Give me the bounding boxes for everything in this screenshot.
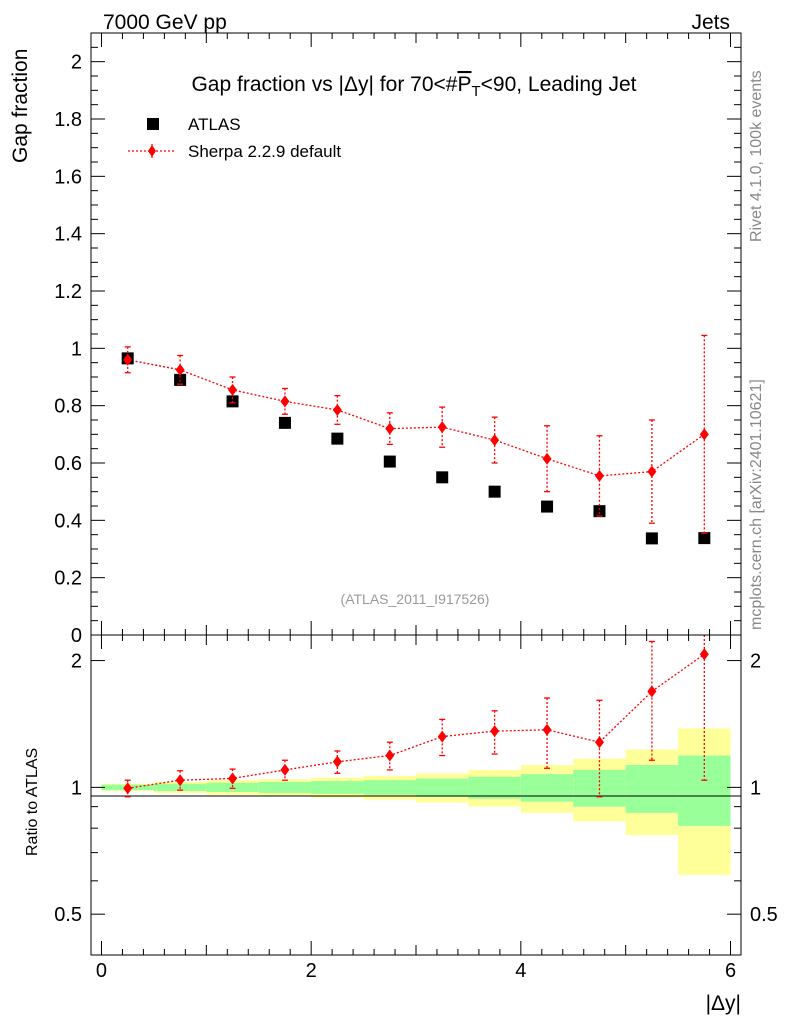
atlas-point xyxy=(593,505,606,518)
ratio-band-inner xyxy=(625,765,679,813)
ratio-point xyxy=(332,755,342,768)
ratio-point xyxy=(123,782,133,795)
legend-sherpa-label: Sherpa 2.2.9 default xyxy=(188,142,341,161)
x-tick-label: 2 xyxy=(306,960,317,982)
ratio-band-inner xyxy=(311,781,364,794)
atlas-point xyxy=(645,532,658,545)
x-tick-label: 4 xyxy=(515,960,526,982)
ratio-frame xyxy=(90,634,742,956)
sherpa-point xyxy=(228,383,238,396)
sherpa-point xyxy=(594,469,604,482)
sherpa-point xyxy=(647,465,657,478)
ratio-band-inner xyxy=(206,782,259,793)
ratio-sherpa-line xyxy=(127,653,705,789)
ratio-y-tick-label: 2 xyxy=(71,651,82,673)
x-axis-label: |Δy| xyxy=(706,992,741,1015)
sherpa-point xyxy=(490,434,500,447)
legend: ATLAS Sherpa 2.2.9 default xyxy=(128,115,341,161)
atlas-point xyxy=(278,416,291,429)
ratio-panel: 0 2 4 6 0.5 0.5 1 1 2 2 Ratio to ATLAS xyxy=(24,634,778,982)
ratio-y-tick-label-right: 0.5 xyxy=(750,904,778,926)
header-left-label: 7000 GeV pp xyxy=(103,11,227,34)
ratio-y-tick-label: 0.5 xyxy=(54,904,82,926)
y-tick-label: 0.2 xyxy=(54,568,82,590)
ratio-point xyxy=(490,725,500,738)
chart-title: Gap fraction vs |Δy| for 70<#PT<90, Lead… xyxy=(191,73,636,100)
x-tick-label: 6 xyxy=(725,960,736,982)
sherpa-point xyxy=(542,452,552,465)
legend-atlas-marker xyxy=(147,118,159,130)
mcplots-label: mcplots.cern.ch [arXiv:2401.10621] xyxy=(748,379,765,630)
sherpa-point xyxy=(123,353,133,366)
ratio-band-inner xyxy=(416,778,469,797)
y-tick-label: 0.6 xyxy=(54,453,82,475)
legend-sherpa-marker xyxy=(148,145,156,157)
atlas-point xyxy=(488,485,501,498)
ratio-y-axis-label: Ratio to ATLAS xyxy=(24,748,41,856)
ratio-y-tick-label: 1 xyxy=(71,777,82,799)
sherpa-point xyxy=(175,363,185,376)
ratio-point xyxy=(385,749,395,762)
ratio-band-inner xyxy=(468,776,521,799)
sherpa-line xyxy=(127,359,705,477)
ratio-y-tick-label-right: 1 xyxy=(750,777,761,799)
ratio-point xyxy=(647,685,657,698)
atlas-point xyxy=(698,532,711,545)
sherpa-point xyxy=(699,428,709,441)
y-tick-label: 1.2 xyxy=(54,281,82,303)
sherpa-point xyxy=(437,421,447,434)
legend-atlas-label: ATLAS xyxy=(188,115,241,134)
y-tick-label: 0.4 xyxy=(54,510,82,532)
ratio-point xyxy=(228,772,238,785)
ratio-band-inner xyxy=(520,774,574,802)
ratio-band-inner xyxy=(258,781,312,793)
atlas-point xyxy=(383,455,396,468)
header-right-label: Jets xyxy=(691,11,730,34)
ratio-point xyxy=(280,763,290,776)
y-tick-label: 1.8 xyxy=(54,109,82,131)
sherpa-point xyxy=(280,395,290,408)
atlas-point xyxy=(436,471,449,484)
y-tick-label: 1.4 xyxy=(54,224,82,246)
ratio-band-inner xyxy=(678,755,731,826)
rivet-version-label: Rivet 4.1.0, 100k events xyxy=(748,70,765,242)
y-tick-label: 2 xyxy=(71,52,82,74)
ratio-point xyxy=(437,730,447,743)
analysis-label: (ATLAS_2011_I917526) xyxy=(341,591,490,607)
x-tick-label: 0 xyxy=(96,960,107,982)
sherpa-point xyxy=(385,422,395,435)
ratio-point xyxy=(594,736,604,749)
y-tick-label: 1 xyxy=(71,338,82,360)
ratio-point xyxy=(542,723,552,736)
atlas-point xyxy=(331,432,344,445)
y-axis-label: Gap fraction xyxy=(9,49,32,163)
sherpa-point xyxy=(332,403,342,416)
ratio-point xyxy=(175,774,185,787)
y-tick-label: 0.8 xyxy=(54,396,82,418)
ratio-band-inner xyxy=(363,780,416,795)
ratio-y-tick-label-right: 2 xyxy=(750,651,761,673)
y-tick-label: 1.6 xyxy=(54,166,82,188)
y-tick-label: 0 xyxy=(71,625,82,647)
ratio-point xyxy=(699,648,709,661)
main-panel: Gap fraction vs |Δy| for 70<#PT<90, Lead… xyxy=(9,32,742,647)
atlas-point xyxy=(541,500,554,513)
